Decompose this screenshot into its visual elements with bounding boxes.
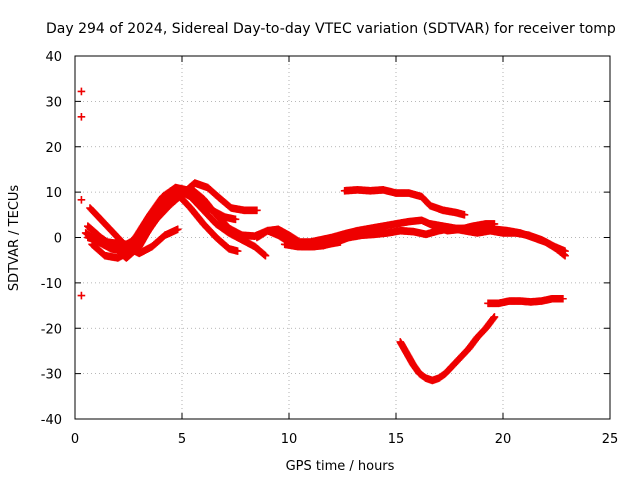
y-tick-label: 30: [45, 95, 62, 110]
x-tick-label: 5: [178, 432, 186, 447]
y-tick-label: -40: [41, 413, 62, 428]
x-tick-label: 15: [388, 432, 405, 447]
y-tick-label: 0: [54, 232, 62, 247]
plot-frame: [74, 55, 611, 420]
outlier-point: [77, 291, 86, 300]
data-points: [77, 87, 569, 385]
outlier-point: [77, 196, 86, 204]
x-tick-label: 25: [602, 432, 619, 447]
y-tick-label: -30: [41, 368, 62, 383]
outlier-point: [77, 113, 86, 121]
data-point: [490, 313, 499, 321]
x-tick-label: 20: [495, 432, 512, 447]
y-tick-label: 40: [45, 50, 62, 65]
data-point: [561, 251, 569, 260]
grid: [75, 56, 610, 419]
data-point: [231, 215, 240, 224]
data-point: [261, 251, 270, 260]
y-tick-label: 10: [45, 186, 62, 201]
data-point: [173, 225, 182, 234]
data-point: [253, 206, 261, 215]
x-axis-label: GPS time / hours: [286, 459, 395, 474]
y-tick-label: -10: [41, 277, 62, 292]
y-axis-label: SDTVAR / TECUs: [7, 185, 22, 292]
chart-title: Day 294 of 2024, Sidereal Day-to-day VTE…: [46, 21, 616, 37]
outlier-point: [77, 87, 86, 96]
y-tick-label: 20: [45, 141, 62, 156]
data-point: [559, 294, 567, 303]
x-tick-label: 0: [71, 432, 79, 447]
x-tick-label: 10: [281, 432, 298, 447]
axis-ticks: 0 5 10 15 20 25 40 30 20 10 0 -10 -20 -30 -40: [41, 50, 619, 447]
data-point: [460, 211, 469, 219]
y-tick-label: -20: [41, 322, 62, 337]
data-point: [233, 247, 242, 255]
